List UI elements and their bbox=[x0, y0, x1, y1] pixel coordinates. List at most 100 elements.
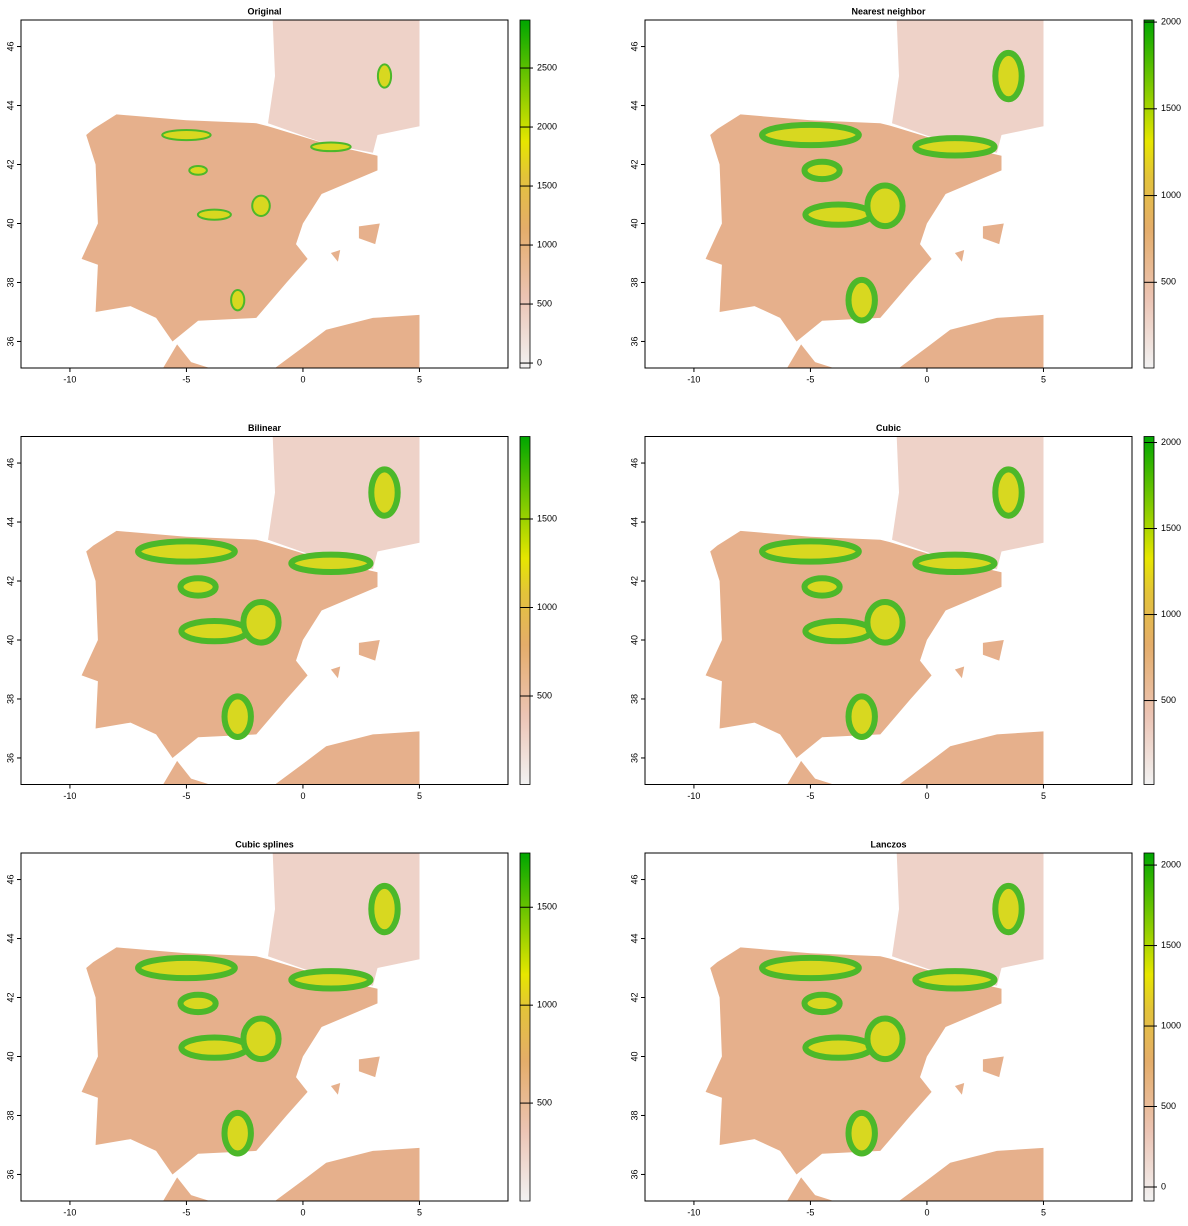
land-area bbox=[330, 250, 341, 262]
land-area bbox=[954, 250, 965, 262]
land-area bbox=[275, 731, 420, 785]
land-area bbox=[705, 947, 1002, 1175]
y-tick-label: 44 bbox=[629, 934, 639, 944]
panel-title: Cubic splines bbox=[235, 839, 294, 849]
colorbar bbox=[519, 852, 531, 1202]
mountain bbox=[251, 194, 271, 217]
y-tick-label: 44 bbox=[629, 101, 639, 111]
mountain bbox=[178, 617, 251, 645]
x-tick-label: 0 bbox=[924, 1207, 929, 1217]
y-tick-label: 36 bbox=[629, 753, 639, 763]
land-area bbox=[899, 1147, 1044, 1201]
y-tick-label: 46 bbox=[629, 458, 639, 468]
plot-frame bbox=[644, 436, 1133, 785]
land-area bbox=[330, 1083, 341, 1095]
colorbar-tick-label: 500 bbox=[1161, 1101, 1176, 1111]
mountain bbox=[864, 598, 906, 646]
mountain bbox=[845, 1109, 878, 1157]
y-tick-label: 46 bbox=[5, 875, 15, 885]
colorbar-tick-label: 500 bbox=[537, 1097, 552, 1107]
land-area bbox=[81, 114, 378, 342]
y-tick-label: 46 bbox=[5, 42, 15, 52]
y-tick-label: 40 bbox=[629, 635, 639, 645]
colorbar-tick-label: 1000 bbox=[1161, 190, 1181, 200]
land-area bbox=[982, 1056, 1004, 1078]
map-panel: Bilinear -10 -5 0 5 36 38 40 42 44 46 500 1000 1500 bbox=[5, 423, 557, 801]
mountain bbox=[368, 882, 401, 936]
x-tick-label: 5 bbox=[1041, 374, 1046, 384]
mountain bbox=[240, 598, 282, 646]
y-tick-label: 44 bbox=[5, 934, 15, 944]
mountain bbox=[221, 693, 254, 740]
land-area bbox=[787, 760, 834, 785]
colorbar-tick-label: 0 bbox=[537, 357, 542, 367]
land-area bbox=[163, 760, 210, 785]
x-tick-label: -5 bbox=[182, 791, 190, 801]
mountain bbox=[135, 538, 238, 565]
colorbar-tick-label: 2000 bbox=[537, 121, 557, 131]
x-tick-label: 0 bbox=[300, 1207, 305, 1217]
y-tick-label: 42 bbox=[629, 993, 639, 1003]
land-area bbox=[163, 1177, 210, 1201]
panel-title: Original bbox=[247, 6, 281, 16]
y-tick-label: 38 bbox=[629, 1110, 639, 1120]
y-tick-label: 38 bbox=[5, 694, 15, 704]
mountain bbox=[801, 158, 843, 183]
map-panel: Lanczos -10 -5 0 5 36 38 40 42 44 46 0 500 1000 1500 20… bbox=[629, 839, 1181, 1217]
y-tick-label: 36 bbox=[5, 336, 15, 346]
y-tick-label: 40 bbox=[5, 1051, 15, 1061]
panel-title: Bilinear bbox=[248, 423, 282, 433]
colorbar-tick-label: 2000 bbox=[1161, 16, 1181, 26]
plot-frame bbox=[20, 852, 509, 1202]
colorbar bbox=[519, 19, 531, 369]
mountain bbox=[912, 551, 998, 576]
land-area bbox=[899, 731, 1044, 785]
land-area bbox=[787, 344, 834, 368]
map-panel: Original -10 -5 0 5 36 38 40 42 44 46 0 500 1000 1500 2… bbox=[5, 6, 557, 384]
mountain bbox=[992, 466, 1025, 519]
mountain bbox=[802, 1034, 875, 1061]
colorbar-tick-label: 1500 bbox=[537, 180, 557, 190]
mountain bbox=[845, 276, 878, 324]
mountain bbox=[912, 968, 998, 992]
y-tick-label: 46 bbox=[5, 458, 15, 468]
land-area bbox=[81, 530, 378, 758]
mountain bbox=[221, 1109, 254, 1157]
mountain bbox=[992, 882, 1025, 936]
colorbar bbox=[519, 436, 531, 785]
y-tick-label: 40 bbox=[629, 1051, 639, 1061]
mountain bbox=[188, 165, 208, 176]
colorbar-tick-label: 0 bbox=[1161, 1181, 1166, 1191]
plot-frame bbox=[20, 19, 509, 369]
land-area bbox=[705, 114, 1002, 342]
x-tick-label: -10 bbox=[63, 1207, 76, 1217]
land-area bbox=[358, 223, 380, 245]
mountain bbox=[376, 63, 393, 89]
colorbar-tick-label: 2000 bbox=[1161, 859, 1181, 869]
x-tick-label: -10 bbox=[687, 374, 700, 384]
y-tick-label: 40 bbox=[5, 635, 15, 645]
mountain bbox=[864, 1015, 906, 1063]
colorbar-tick-label: 1000 bbox=[537, 239, 557, 249]
colorbar-tick-label: 1000 bbox=[1161, 609, 1181, 619]
colorbar-tick-label: 1000 bbox=[1161, 1020, 1181, 1030]
colorbar-tick-label: 500 bbox=[537, 298, 552, 308]
y-tick-label: 44 bbox=[5, 101, 15, 111]
mountain bbox=[177, 991, 219, 1016]
land bbox=[705, 20, 1044, 368]
map-panel: Nearest neighbor -10 -5 0 5 36 38 40 42 44 46 500 10… bbox=[629, 6, 1181, 384]
land-area bbox=[982, 640, 1004, 661]
y-tick-label: 42 bbox=[629, 160, 639, 170]
x-tick-label: 5 bbox=[417, 791, 422, 801]
land-area bbox=[358, 1056, 380, 1078]
mountain bbox=[845, 693, 878, 740]
mountain bbox=[801, 991, 843, 1016]
land bbox=[81, 20, 420, 368]
colorbar-tick-label: 1500 bbox=[1161, 523, 1181, 533]
y-tick-label: 38 bbox=[629, 694, 639, 704]
land-area bbox=[899, 314, 1044, 368]
mountain bbox=[801, 575, 843, 599]
y-tick-label: 40 bbox=[5, 218, 15, 228]
x-tick-label: -10 bbox=[687, 791, 700, 801]
mountain bbox=[759, 954, 862, 982]
